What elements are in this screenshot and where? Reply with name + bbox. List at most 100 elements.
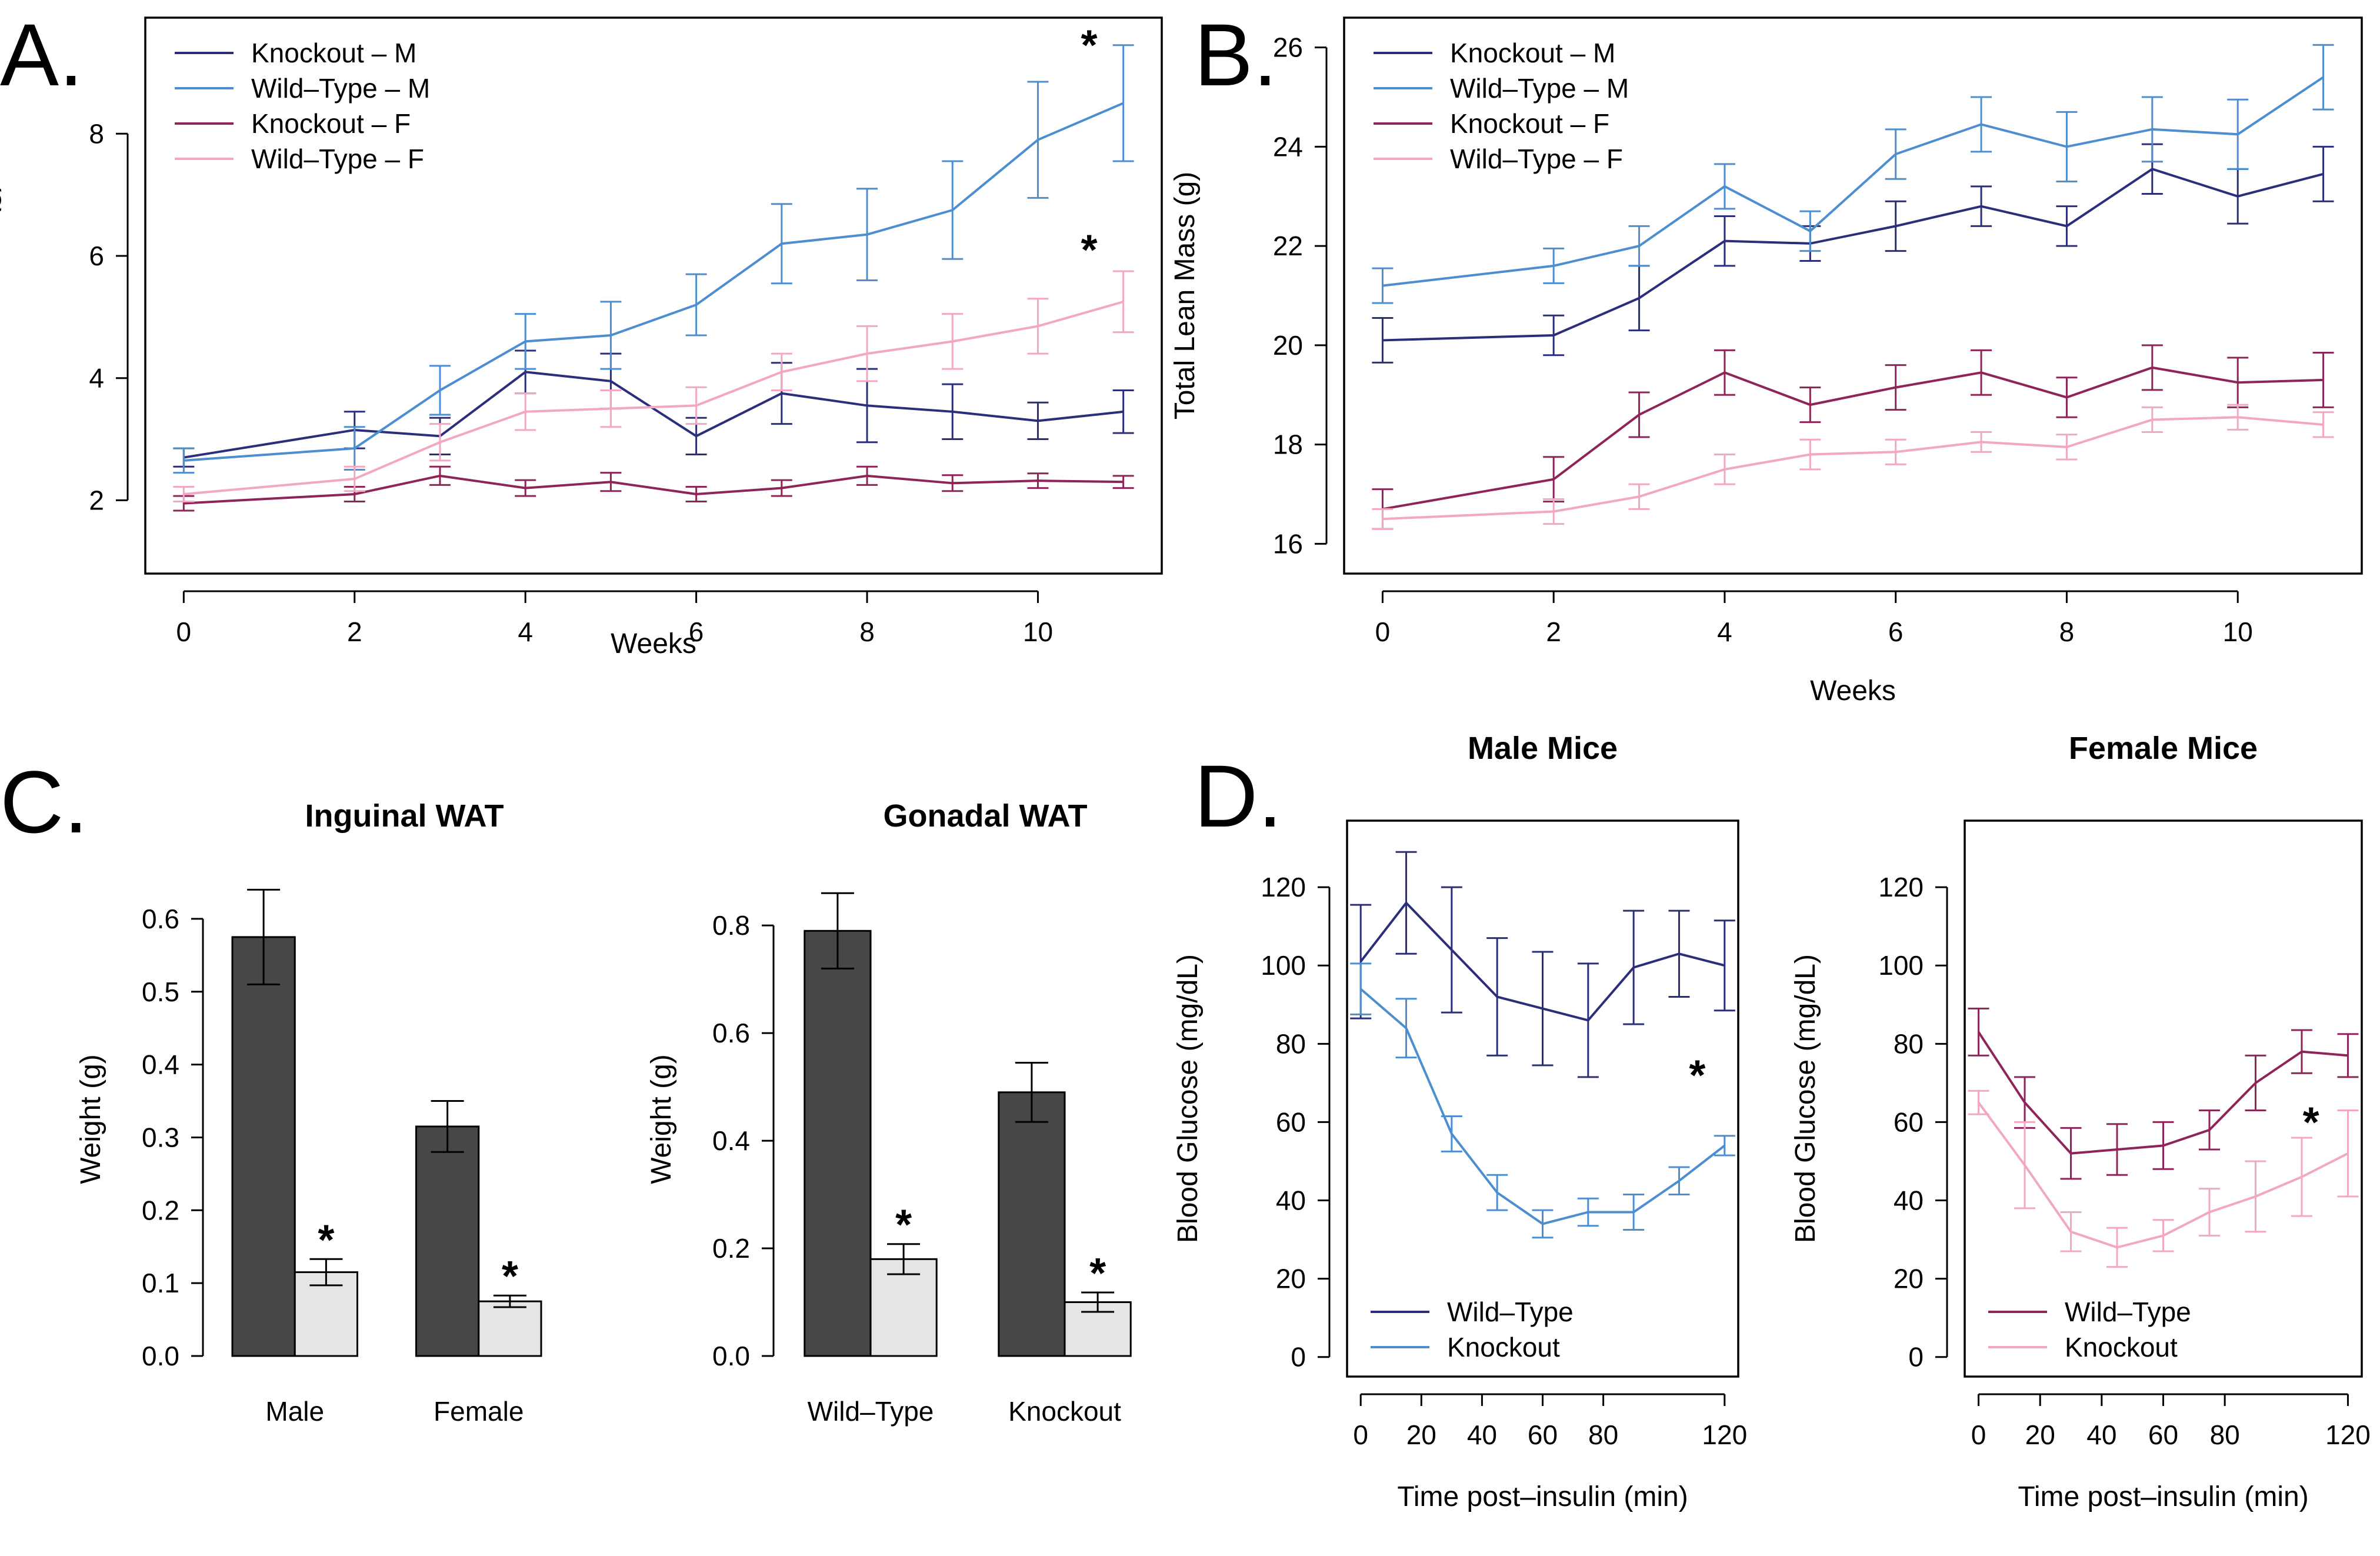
- y-tick-label: 0.3: [142, 1122, 179, 1152]
- panel-a-fat-mass-chart: A. 0 2 4 6 8 10 Weeks 2 4 6 8 Total Fat Mass (g) Knoc…: [0, 5, 1163, 659]
- y-tick-label: 6: [89, 241, 104, 271]
- legend-label: Knockout – F: [1450, 108, 1609, 139]
- series-line: [184, 371, 1124, 459]
- legend-label: Wild–Type – M: [251, 73, 430, 104]
- x-axis-label: Weeks: [611, 628, 696, 659]
- y-tick-label: 0: [1291, 1342, 1306, 1372]
- y-tick-label: 40: [1894, 1185, 1924, 1216]
- x-tick-label: 120: [2325, 1420, 2371, 1450]
- series-group: [173, 44, 1134, 474]
- bar: [415, 1125, 480, 1357]
- y-tick-label: 0.4: [712, 1125, 750, 1156]
- y-tick-label: 120: [1261, 872, 1306, 902]
- panel-letter: C.: [0, 752, 88, 851]
- chart-title: Female Mice: [2069, 731, 2258, 766]
- category-label: Wild–Type: [808, 1396, 934, 1427]
- plot-frame: [1343, 16, 2363, 575]
- bar: [804, 929, 872, 1357]
- legend-label: Wild–Type – F: [1450, 144, 1623, 174]
- x-axis-label: Time post–insulin (min): [2018, 1481, 2308, 1512]
- series-line: [184, 474, 1124, 505]
- y-tick-label: 26: [1273, 32, 1303, 63]
- panel-letter: D.: [1194, 747, 1282, 845]
- series-group: [173, 270, 1134, 502]
- legend-label: Knockout: [2065, 1332, 2178, 1362]
- x-tick-label: 0: [1971, 1420, 1986, 1450]
- y-tick-label: 0.0: [142, 1341, 179, 1371]
- y-tick-label: 80: [1276, 1028, 1306, 1059]
- significance-marker: *: [2303, 1099, 2319, 1146]
- chart-title: Male Mice: [1468, 731, 1618, 766]
- y-axis-label: Weight (g): [646, 1054, 677, 1184]
- x-tick-label: 80: [1588, 1420, 1618, 1450]
- series-group: [1350, 962, 1735, 1239]
- significance-marker: *: [1081, 227, 1098, 274]
- x-tick-label: 2: [347, 617, 362, 647]
- y-tick-label: 0: [1908, 1342, 1924, 1372]
- legend-label: Knockout – F: [251, 108, 411, 139]
- x-tick-label: 10: [2223, 617, 2253, 647]
- series-group: [1968, 1007, 2359, 1180]
- bar: [998, 1091, 1066, 1357]
- panel-d-male-mice-chart: D. Male Mice 0 20 40 60 80 120 Time post–insulin…: [1172, 731, 1747, 1512]
- y-tick-label: 60: [1894, 1107, 1924, 1137]
- legend-label: Wild–Type: [2065, 1297, 2191, 1327]
- y-tick-label: 100: [1878, 950, 1924, 981]
- y-axis-label: Blood Glucose (mg/dL): [1790, 954, 1821, 1243]
- x-tick-label: 120: [1702, 1420, 1747, 1450]
- y-tick-label: 24: [1273, 131, 1303, 162]
- plot-frame: [1346, 819, 1739, 1378]
- panel-c-gonadal-wat-chart: Gonadal WAT 0.0 0.2 0.4 0.6 0.8 Weight (g) Wild…: [646, 798, 1132, 1427]
- y-axis-label: Weight (g): [75, 1054, 106, 1184]
- y-axis-label: Blood Glucose (mg/dL): [1172, 954, 1204, 1243]
- series-line: [184, 300, 1124, 495]
- x-axis-label: Weeks: [1810, 675, 1896, 707]
- x-tick-label: 60: [2148, 1420, 2178, 1450]
- series-group: [173, 349, 1134, 468]
- panel-d-female-mice-chart: Female Mice 0 20 40 60 80 120 Time post–insulin…: [1790, 731, 2371, 1512]
- y-tick-label: 0.6: [142, 904, 179, 934]
- chart-title: Inguinal WAT: [305, 798, 504, 834]
- series-group: [1372, 404, 2334, 530]
- x-tick-label: 6: [689, 617, 704, 647]
- legend-label: Wild–Type: [1447, 1297, 1574, 1327]
- x-tick-label: 6: [1888, 617, 1904, 647]
- x-axis-label: Time post–insulin (min): [1397, 1481, 1688, 1512]
- y-tick-label: 18: [1273, 429, 1303, 460]
- x-tick-label: 60: [1528, 1420, 1558, 1450]
- y-tick-label: 4: [89, 363, 104, 394]
- y-tick-label: 0.6: [712, 1018, 750, 1048]
- x-tick-label: 8: [859, 617, 875, 647]
- x-tick-label: 0: [176, 617, 192, 647]
- series-line: [1382, 416, 2324, 521]
- x-tick-label: 0: [1353, 1420, 1368, 1450]
- significance-marker: *: [318, 1217, 334, 1264]
- series-group: [1372, 44, 2334, 304]
- x-tick-label: 8: [2059, 617, 2075, 647]
- category-label: Male: [265, 1396, 324, 1427]
- legend-label: Knockout – M: [1450, 38, 1615, 68]
- y-tick-label: 22: [1273, 231, 1303, 261]
- chart-title: Gonadal WAT: [884, 798, 1088, 834]
- y-tick-label: 0.4: [142, 1049, 179, 1080]
- y-tick-label: 0.0: [712, 1341, 750, 1371]
- y-tick-label: 0.1: [142, 1268, 179, 1298]
- x-tick-label: 20: [2025, 1420, 2055, 1450]
- legend-label: Knockout – M: [251, 38, 416, 68]
- y-tick-label: 20: [1273, 330, 1303, 361]
- series-group: [1372, 344, 2334, 530]
- panel-c-inguinal-wat-chart: C. Inguinal WAT 0.0 0.1 0.2 0.3 0.4 0.5 0.6 Weigh…: [0, 752, 542, 1427]
- panel-letter: B.: [1194, 5, 1278, 104]
- x-tick-label: 4: [1717, 617, 1732, 647]
- significance-marker: *: [502, 1253, 518, 1300]
- series-line: [1382, 366, 2324, 511]
- y-axis-label: Total Lean Mass (g): [1169, 172, 1201, 420]
- series-line: [1382, 168, 2324, 342]
- bar: [231, 936, 296, 1357]
- series-group: [173, 465, 1134, 512]
- legend-label: Wild–Type – F: [251, 144, 424, 174]
- y-tick-label: 16: [1273, 528, 1303, 559]
- x-tick-label: 40: [2086, 1420, 2116, 1450]
